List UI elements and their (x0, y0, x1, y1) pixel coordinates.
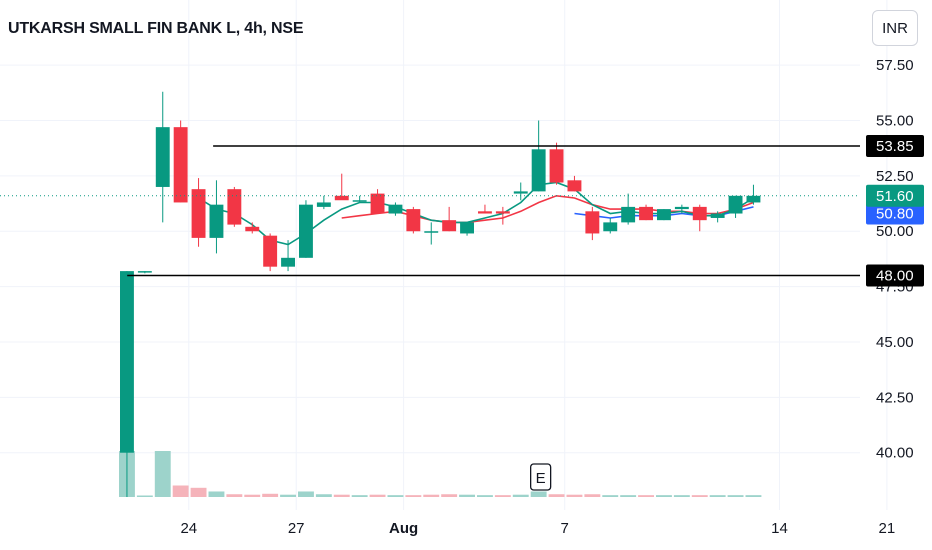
volume-bar (333, 494, 350, 497)
volume-bar (620, 495, 637, 497)
ma-price-tag-background (866, 202, 924, 225)
candle-body[interactable] (657, 209, 671, 221)
candle-body[interactable] (513, 191, 528, 194)
volume-bar (673, 495, 690, 497)
volume-bar (298, 491, 314, 497)
candle-body[interactable] (281, 257, 295, 267)
volume-bar (154, 451, 171, 497)
candle-body[interactable] (155, 127, 170, 187)
price-axis-label: 40.00 (876, 445, 914, 462)
candle-body[interactable] (245, 226, 260, 232)
candle-body[interactable] (478, 211, 492, 214)
volume-bar (566, 494, 583, 497)
candle-body[interactable] (728, 195, 743, 214)
candle-body[interactable] (674, 206, 689, 210)
volume-bar (691, 495, 708, 497)
candle-body[interactable] (746, 195, 761, 203)
candle-body[interactable] (549, 149, 564, 183)
time-axis-label: 24 (180, 520, 197, 537)
price-axis-label: 52.50 (876, 168, 914, 185)
candle-body[interactable] (227, 189, 242, 225)
earnings-marker-label: E (536, 470, 546, 487)
time-axis-label: Aug (389, 520, 418, 537)
last-price-tag: 51.60 (876, 188, 914, 205)
volume-bar (190, 487, 207, 497)
volume-bar (405, 495, 422, 497)
candle-body[interactable] (388, 204, 403, 214)
volume-bar (351, 495, 368, 497)
price-axis-label: 57.50 (876, 57, 914, 74)
volume-bar (369, 494, 386, 497)
candle-body[interactable] (370, 193, 385, 214)
candle-body[interactable] (567, 180, 582, 192)
volume-bar (387, 495, 404, 497)
volume-bar (459, 494, 475, 497)
candle-body[interactable] (495, 211, 510, 214)
candle-body[interactable] (585, 211, 600, 234)
candle-body[interactable] (406, 209, 421, 232)
volume-bar (548, 494, 565, 497)
candle-body[interactable] (442, 220, 457, 232)
volume-bar (315, 494, 332, 497)
time-axis-label: 14 (771, 520, 788, 537)
volume-bar (709, 495, 726, 497)
volume-bar (136, 495, 153, 497)
candle-body[interactable] (263, 235, 278, 267)
price-axis-label: 50.00 (876, 223, 914, 240)
volume-bar (638, 495, 654, 497)
volume-bar (262, 493, 279, 497)
volume-bar (512, 494, 529, 497)
candle-body[interactable] (531, 149, 546, 192)
candle-body[interactable] (316, 202, 331, 207)
volume-bar (584, 494, 601, 497)
volume-bar (423, 494, 440, 497)
volume-bar (745, 495, 762, 497)
candle-body[interactable] (424, 231, 439, 233)
volume-bar (530, 491, 547, 497)
volume-bar (280, 494, 296, 497)
candle-body[interactable] (299, 204, 313, 258)
volume-bar (208, 491, 225, 497)
level-price-tag-background (866, 134, 924, 157)
candle-body[interactable] (639, 206, 653, 221)
earnings-marker[interactable] (530, 463, 552, 491)
ma-price-tag: 50.80 (876, 206, 914, 223)
time-axis-label: 7 (561, 520, 569, 537)
candle-body[interactable] (603, 222, 618, 232)
price-axis-label: 45.00 (876, 334, 914, 351)
time-axis-label: 27 (288, 520, 305, 537)
candle-body[interactable] (460, 222, 474, 234)
level-price-tag: 48.00 (876, 268, 914, 285)
time-axis-label: 21 (879, 520, 896, 537)
volume-bar (441, 494, 458, 497)
candle-body[interactable] (137, 271, 152, 273)
candle-body[interactable] (191, 189, 206, 238)
level-price-tag-background (866, 264, 924, 287)
volume-bar (172, 485, 189, 497)
price-axis-label: 42.50 (876, 389, 914, 406)
volume-bar (477, 495, 493, 497)
candle-body[interactable] (209, 204, 224, 238)
volume-bar (244, 494, 261, 497)
candle-body[interactable] (352, 200, 367, 202)
price-axis-label: 55.00 (876, 113, 914, 130)
symbol-title: UTKARSH SMALL FIN BANK L, 4h, NSE (8, 20, 304, 37)
candle-body[interactable] (334, 195, 349, 201)
level-price-tag: 53.85 (876, 138, 914, 155)
volume-bar (727, 495, 744, 497)
currency-button[interactable]: INR (872, 10, 918, 46)
volume-bar (494, 495, 511, 497)
candle-body[interactable] (710, 213, 725, 218)
candle-body[interactable] (692, 206, 707, 221)
volume-bar (656, 495, 672, 497)
volume-bar (226, 494, 243, 497)
volume-bar (602, 495, 619, 497)
candle-body[interactable] (173, 127, 188, 203)
candle-body[interactable] (621, 206, 636, 223)
candle-body[interactable] (120, 271, 134, 453)
last-price-tag-background (866, 184, 924, 207)
